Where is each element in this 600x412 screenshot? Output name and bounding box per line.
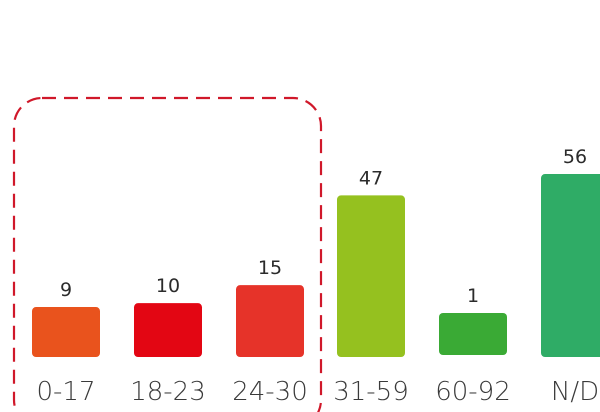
bars-layer: 9 0-17 10 18-23 15 24-30 47 31-59 1 60-92 56 N/D [32, 146, 600, 407]
category-label-31-59: 31-59 [333, 377, 409, 407]
bar-31-59 [337, 195, 405, 357]
bar-24-30 [236, 285, 304, 357]
bar-0-17 [32, 307, 100, 357]
highlight-group-box [12, 96, 323, 412]
value-label-60-92: 1 [467, 285, 479, 307]
value-label-24-30: 15 [258, 257, 282, 279]
category-label-0-17: 0-17 [36, 377, 95, 407]
bar-N/D [541, 174, 600, 357]
bar-60-92 [439, 313, 507, 355]
value-label-18-23: 10 [156, 275, 180, 297]
category-label-60-92: 60-92 [435, 377, 511, 407]
category-label-18-23: 18-23 [130, 377, 206, 407]
category-label-N/D: N/D [551, 377, 599, 407]
bar-18-23 [134, 303, 202, 357]
value-label-31-59: 47 [359, 167, 383, 189]
category-label-24-30: 24-30 [232, 377, 308, 407]
value-label-N/D: 56 [563, 146, 587, 168]
value-label-0-17: 9 [60, 279, 72, 301]
